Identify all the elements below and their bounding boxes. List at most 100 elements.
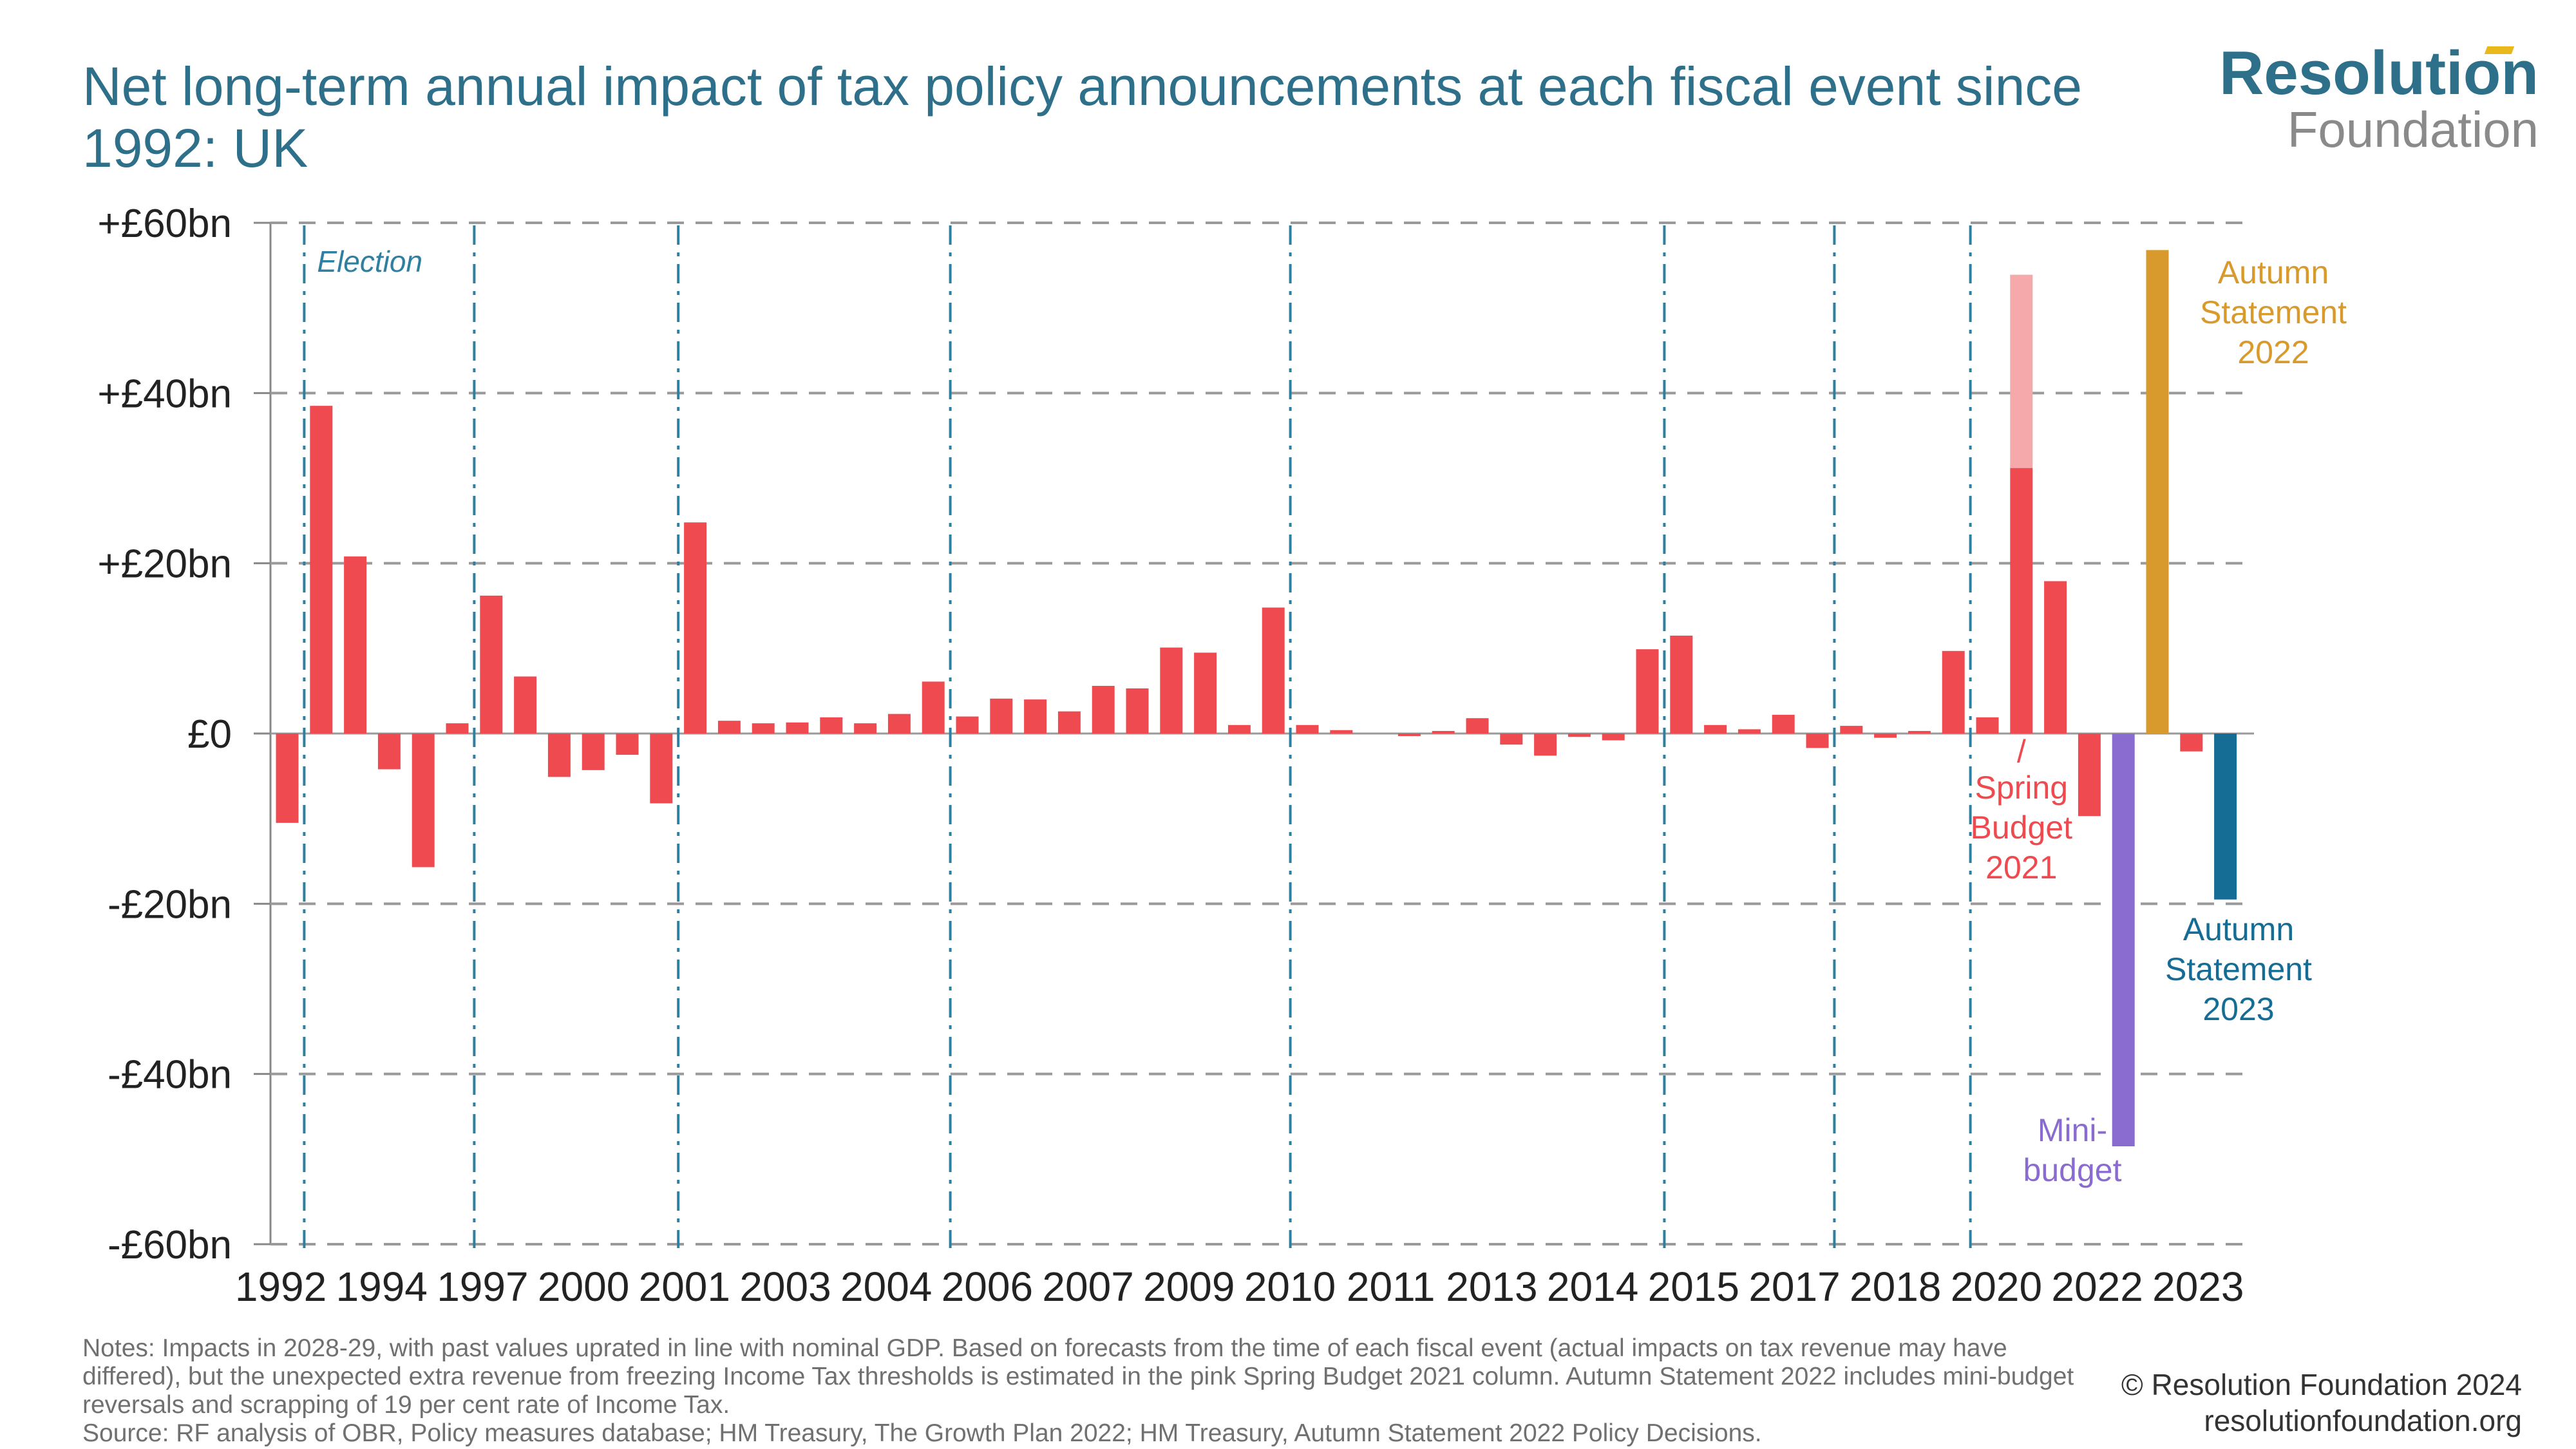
x-tick-label: 1997 xyxy=(437,1264,528,1310)
bar xyxy=(547,734,571,777)
bar xyxy=(582,734,605,770)
bar xyxy=(1908,731,1931,734)
y-tick-label: -£20bn xyxy=(108,882,232,927)
bar xyxy=(1738,729,1761,734)
bar xyxy=(1262,607,1285,734)
bar xyxy=(922,681,945,734)
y-tick-label: +£20bn xyxy=(97,542,232,587)
autumn-2022-label: Statement xyxy=(2200,294,2347,330)
bar xyxy=(412,734,435,867)
x-tick-label: 2018 xyxy=(1850,1264,1941,1310)
bar xyxy=(1432,731,1455,734)
bar xyxy=(684,522,707,734)
bar xyxy=(752,723,775,734)
bar xyxy=(2180,734,2203,752)
x-tick-label: 2004 xyxy=(840,1264,932,1310)
bar xyxy=(1704,724,1727,734)
bar xyxy=(786,722,809,734)
copyright-text: © Resolution Foundation 2024 xyxy=(2121,1368,2522,1401)
bar xyxy=(2146,250,2169,734)
x-tick-label: 2001 xyxy=(639,1264,730,1310)
x-tick-label: 2014 xyxy=(1547,1264,1638,1310)
spring-budget-label: Budget xyxy=(1971,810,2073,846)
bar xyxy=(480,595,503,734)
x-tick-label: 1992 xyxy=(235,1264,327,1310)
bar xyxy=(1057,711,1081,734)
x-tick-label: 2013 xyxy=(1446,1264,1537,1310)
bar xyxy=(2010,468,2033,734)
bar xyxy=(820,717,843,734)
bar xyxy=(1636,649,1659,734)
bar xyxy=(2078,734,2101,817)
bar xyxy=(1397,734,1421,736)
bar xyxy=(1874,734,1897,738)
bar xyxy=(1227,724,1251,734)
source-text: Source: RF analysis of OBR, Policy measu… xyxy=(82,1419,1762,1447)
bar xyxy=(1534,734,1557,756)
website-text: resolutionfoundation.org xyxy=(2204,1404,2522,1437)
autumn-2023-label: Autumn xyxy=(2183,911,2294,947)
spring-budget-label: 2021 xyxy=(1985,849,2057,886)
bar xyxy=(887,714,911,734)
y-tick-label: -£40bn xyxy=(108,1053,232,1097)
autumn-2023-label: 2023 xyxy=(2202,991,2274,1027)
logo-wordmark-bottom: Foundation xyxy=(2287,101,2539,158)
y-tick-label: +£40bn xyxy=(97,372,232,416)
bar xyxy=(1806,734,1829,748)
resolution-foundation-logo: Resolution Foundation xyxy=(2219,43,2539,155)
mini-budget-label: Mini- xyxy=(2038,1112,2107,1148)
bar xyxy=(377,734,401,770)
bar xyxy=(616,734,639,755)
bar xyxy=(1772,714,1795,734)
bar xyxy=(1296,724,1319,734)
bar xyxy=(2044,581,2067,734)
spring-budget-label: Spring xyxy=(1975,770,2069,806)
bar xyxy=(2214,734,2237,900)
bar xyxy=(2112,734,2135,1147)
y-tick-label: £0 xyxy=(187,712,232,757)
bar-chart: +£60bn +£40bn +£20bn £0 -£20bn -£40bn -£60bn El… xyxy=(97,202,2347,1310)
credit-block: © Resolution Foundation 2024 resolutionf… xyxy=(2121,1367,2522,1439)
x-tick-label: 2010 xyxy=(1244,1264,1336,1310)
bar xyxy=(1567,734,1591,737)
bar xyxy=(514,676,537,734)
autumn-2023-label: Statement xyxy=(2165,951,2312,987)
x-tick-label: 2015 xyxy=(1648,1264,1739,1310)
x-tick-label: 2011 xyxy=(1347,1264,1435,1310)
x-tick-label: 2007 xyxy=(1042,1264,1133,1310)
bar-threshold-freeze xyxy=(2010,274,2033,468)
spring-budget-slash: / xyxy=(2017,734,2026,770)
bar xyxy=(1840,726,1863,734)
x-tick-label: 2009 xyxy=(1143,1264,1235,1310)
logo-accent-mark xyxy=(2484,46,2515,54)
bar xyxy=(1976,717,1999,734)
bar xyxy=(1194,652,1217,734)
mini-budget-label: budget xyxy=(2023,1152,2122,1188)
bar xyxy=(446,723,469,734)
bar xyxy=(854,723,877,734)
bar xyxy=(1126,688,1149,734)
bar xyxy=(1024,699,1047,734)
x-tick-label: 2023 xyxy=(2152,1264,2244,1310)
bar xyxy=(276,734,299,823)
bar xyxy=(990,698,1013,734)
bar xyxy=(1500,734,1523,745)
bar xyxy=(1942,650,1965,734)
x-tick-label: 2017 xyxy=(1748,1264,1840,1310)
bar xyxy=(717,721,741,734)
bar xyxy=(1466,718,1489,734)
x-tick-label: 1994 xyxy=(336,1264,428,1310)
x-tick-label: 2003 xyxy=(739,1264,831,1310)
autumn-2022-label: 2022 xyxy=(2237,334,2309,370)
notes-text: Notes: Impacts in 2028-29, with past val… xyxy=(82,1334,2074,1419)
bar xyxy=(1670,636,1693,734)
y-tick-label: -£60bn xyxy=(108,1223,232,1267)
bar xyxy=(1330,730,1353,734)
bar xyxy=(310,406,333,734)
chart-notes: Notes: Impacts in 2028-29, with past val… xyxy=(82,1334,2092,1448)
y-tick-label: +£60bn xyxy=(97,202,232,246)
election-label: Election xyxy=(317,245,422,278)
chart-title: Net long-term annual impact of tax polic… xyxy=(82,56,2083,178)
bar xyxy=(650,734,673,804)
x-tick-label: 2020 xyxy=(1951,1264,2042,1310)
